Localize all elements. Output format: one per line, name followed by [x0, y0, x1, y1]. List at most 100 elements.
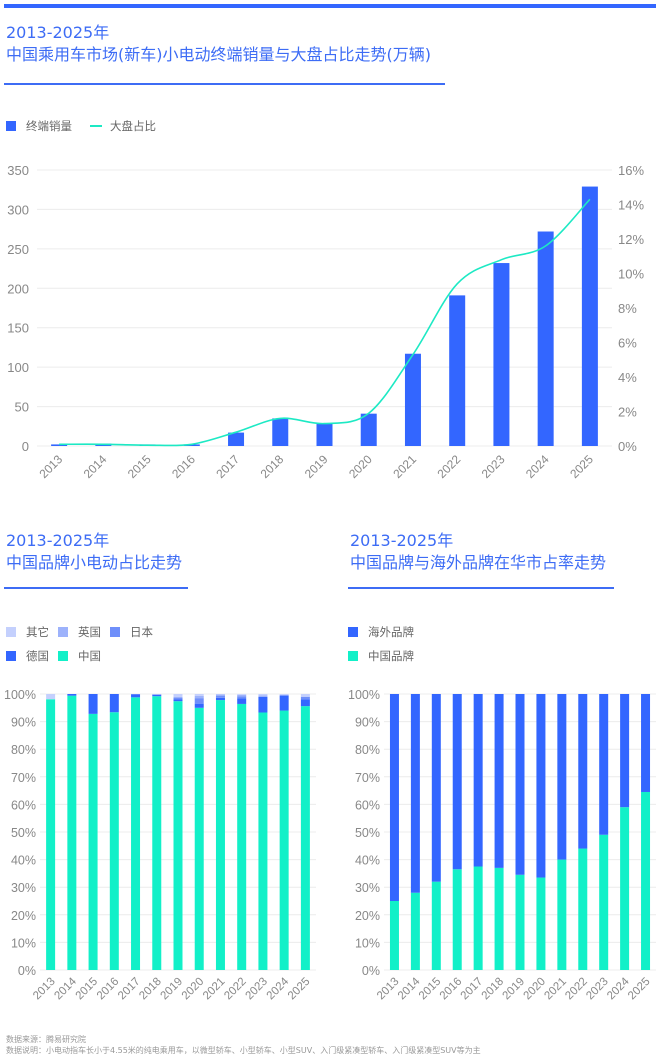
x-tick-label: 2024 — [265, 975, 292, 1002]
brand-bar-2019-日本 — [173, 697, 183, 700]
y-tick-label: 30% — [11, 881, 36, 895]
share-bar-2024-中国品牌 — [620, 807, 630, 970]
chart2-title-rule — [4, 587, 188, 589]
x-tick-label: 2024 — [523, 452, 552, 481]
y-tick-label: 0% — [362, 964, 380, 978]
x-tick-label: 2019 — [302, 452, 331, 481]
brand-bar-2023-其它 — [258, 694, 268, 696]
y-tick-label: 200 — [7, 281, 29, 296]
y-tick-label: 70% — [11, 771, 36, 785]
legend-japan: 日本 — [110, 624, 180, 640]
share-line — [59, 198, 591, 447]
brand-bar-2015-中国 — [88, 713, 98, 970]
legend-other: 其它 — [6, 624, 58, 640]
chart1-title: 2013-2025年 中国乘用车市场(新车)小电动终端销量与大盘占比走势(万辆) — [6, 22, 431, 66]
y2-tick-label: 16% — [618, 163, 644, 178]
brand-bar-2025-日本 — [300, 696, 310, 700]
legend-uk: 英国 — [58, 624, 110, 640]
x-tick-label: 2013 — [375, 976, 402, 1003]
x-tick-label: 2023 — [479, 452, 508, 481]
brand-bar-2014-中国 — [67, 695, 77, 970]
y-tick-label: 250 — [7, 242, 29, 257]
y-tick-label: 100% — [4, 688, 36, 702]
x-tick-label: 2015 — [74, 976, 101, 1003]
x-tick-label: 2016 — [169, 452, 198, 481]
x-tick-label: 2021 — [201, 976, 228, 1003]
brand-bar-2021-日本 — [215, 695, 225, 698]
brand-bar-2013-中国 — [46, 699, 56, 970]
x-tick-label: 2022 — [222, 976, 249, 1003]
x-tick-label: 2017 — [213, 452, 242, 481]
y-tick-label: 300 — [7, 202, 29, 217]
x-tick-label: 2019 — [501, 976, 528, 1003]
y2-tick-label: 2% — [618, 405, 637, 420]
brand-bar-2020-日本 — [194, 698, 204, 704]
share-bar-2013-中国品牌 — [389, 901, 399, 970]
y-tick-label: 10% — [11, 936, 36, 950]
legend-line-swatch — [90, 125, 102, 127]
x-tick-label: 2025 — [626, 976, 653, 1003]
x-tick-label: 2022 — [563, 976, 590, 1003]
x-tick-label: 2016 — [438, 976, 465, 1003]
top-accent-bar — [4, 4, 656, 8]
share-bar-2018-中国品牌 — [494, 867, 504, 970]
bar-2013 — [51, 444, 68, 446]
share-bar-2017-中国品牌 — [473, 866, 483, 970]
y-tick-label: 80% — [355, 743, 380, 757]
brand-bar-2022-英国 — [237, 694, 247, 697]
chart3-title-year: 2013-2025年 — [350, 531, 454, 550]
bar-2025 — [581, 186, 598, 446]
share-bar-2014-海外品牌 — [410, 694, 420, 893]
chart1-legend: 终端销量 大盘占比 — [6, 118, 156, 134]
bar-2022 — [449, 295, 466, 446]
y-tick-label: 60% — [11, 798, 36, 812]
share-bar-2023-海外品牌 — [599, 694, 609, 835]
brand-bar-2018-日本 — [152, 694, 162, 695]
brand-bar-2025-中国 — [300, 706, 310, 970]
brand-bar-2022-其它 — [237, 694, 247, 695]
brand-bar-2021-德国 — [215, 697, 225, 701]
brand-bar-2020-其它 — [194, 694, 204, 696]
x-tick-label: 2021 — [390, 452, 419, 481]
brand-bar-2020-中国 — [194, 707, 204, 970]
share-bar-2021-中国品牌 — [557, 859, 567, 970]
share-bar-2020-海外品牌 — [536, 694, 546, 878]
legend-chinese-brand: 中国品牌 — [348, 648, 414, 664]
x-tick-label: 2019 — [159, 976, 186, 1003]
brand-bar-2015-德国 — [88, 694, 98, 714]
share-bar-2016-中国品牌 — [452, 869, 462, 970]
y-tick-label: 40% — [355, 854, 380, 868]
brand-bar-2018-中国 — [152, 696, 162, 970]
brand-bar-2018-德国 — [152, 694, 162, 697]
x-tick-label: 2014 — [396, 975, 423, 1002]
bar-2024 — [537, 231, 554, 446]
legend-germany: 德国 — [6, 648, 58, 664]
brand-bar-2017-日本 — [131, 694, 141, 695]
chart1-title-year: 2013-2025年 — [6, 23, 110, 42]
chart3-legend: 海外品牌 中国品牌 — [348, 624, 414, 664]
x-tick-label: 2018 — [480, 976, 507, 1003]
x-tick-label: 2020 — [521, 976, 548, 1003]
brand-bar-2023-中国 — [258, 712, 268, 970]
brand-bar-2016-中国 — [109, 712, 119, 970]
x-tick-label: 2014 — [52, 975, 79, 1002]
share-bar-2019-中国品牌 — [515, 874, 525, 970]
y-tick-label: 20% — [11, 909, 36, 923]
brand-bar-2019-其它 — [173, 694, 183, 698]
x-tick-label: 2013 — [36, 452, 65, 481]
x-tick-label: 2023 — [584, 976, 611, 1003]
brand-bar-2020-德国 — [194, 703, 204, 708]
y-tick-label: 100 — [7, 360, 29, 375]
brand-bar-2024-德国 — [279, 695, 289, 711]
y-tick-label: 0% — [18, 964, 36, 978]
chart2-title-year: 2013-2025年 — [6, 531, 110, 550]
share-bar-2021-海外品牌 — [557, 694, 567, 860]
share-bar-2023-中国品牌 — [599, 834, 609, 970]
share-bar-2025-中国品牌 — [641, 791, 651, 970]
y-tick-label: 80% — [11, 743, 36, 757]
chart2-legend: 其它 英国 日本 德国 中国 — [6, 624, 206, 664]
legend-share: 大盘占比 — [110, 119, 156, 133]
x-tick-label: 2025 — [567, 452, 596, 481]
y2-tick-label: 8% — [618, 301, 637, 316]
